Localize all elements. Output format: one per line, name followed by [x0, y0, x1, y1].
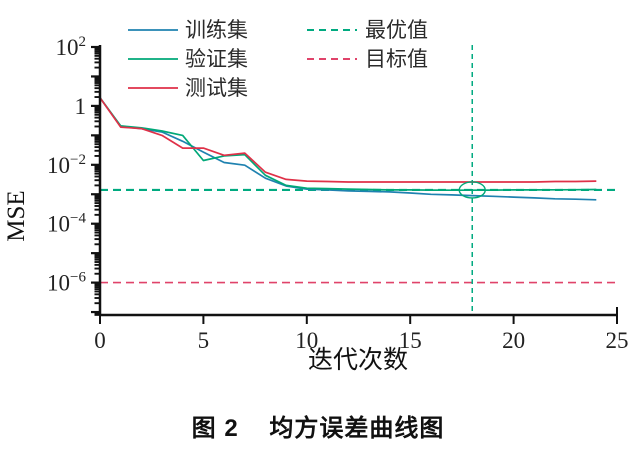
- validation-curve: [99, 97, 597, 192]
- y-tick-label: 10−6: [47, 270, 86, 296]
- train-curve: [99, 97, 597, 201]
- curves-layer: [99, 97, 597, 201]
- axes-layer: 0 5 10 15 20 25 102 1 10−2 10−4 10−6: [47, 34, 628, 353]
- mse-chart: 0 5 10 15 20 25 102 1 10−2 10−4 10−6 训练集 验证集 测试集 最…: [3, 18, 629, 374]
- legend-label-target-value: 目标值: [365, 47, 428, 71]
- legend-label-test: 测试集: [185, 76, 248, 100]
- legend-label-validation: 验证集: [185, 47, 248, 71]
- x-tick-label: 25: [606, 328, 629, 353]
- y-tick-label: 10−4: [47, 211, 86, 237]
- x-tick-label: 10: [295, 328, 318, 353]
- y-tick-label: 10−2: [47, 152, 86, 178]
- legend-label-best-value: 最优值: [365, 18, 428, 42]
- x-tick-label: 15: [399, 328, 422, 353]
- legend-label-train: 训练集: [185, 18, 248, 42]
- x-axis-title: 迭代次数: [308, 346, 408, 374]
- best-point-circle-marker: [458, 181, 486, 199]
- figure-caption: 图 2 均方误差曲线图: [191, 415, 445, 442]
- y-tick-label: 102: [56, 34, 87, 60]
- legend: 训练集 验证集 测试集 最优值 目标值: [128, 18, 428, 100]
- y-axis-title: MSE: [3, 190, 30, 241]
- x-tick-label: 0: [94, 328, 106, 353]
- test-curve: [99, 97, 597, 183]
- y-tick-label: 1: [75, 94, 87, 119]
- reference-lines-layer: [100, 45, 615, 315]
- x-tick-label: 20: [502, 328, 525, 353]
- x-tick-label: 5: [198, 328, 210, 353]
